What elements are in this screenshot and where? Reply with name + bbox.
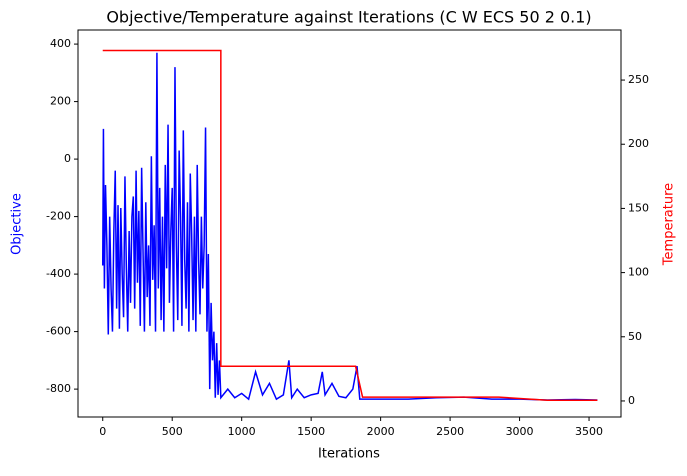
series-line [102,49,598,402]
x-tick-label: 3000 [506,425,534,438]
x-axis-label: Iterations [318,447,380,462]
y-tick-label: 200 [50,95,71,108]
y-tick-label: 0 [64,152,71,165]
y2-tick-label: 100 [628,266,649,279]
x-tick-label: 1500 [297,425,325,438]
y2-tick-label: 250 [628,73,649,86]
x-tick-label: 2500 [436,425,464,438]
chart-title: Objective/Temperature against Iterations… [106,8,591,27]
x-tick-label: 2000 [367,425,395,438]
axes-frame [77,29,622,418]
y-tick-label: -400 [46,267,71,280]
y2-tick-label: 200 [628,137,649,150]
y-axis-label: Objective [10,193,25,255]
y-tick-label: -200 [46,210,71,223]
y-tick-label: 400 [50,37,71,50]
y2-tick-label: 50 [628,330,642,343]
x-tick-label: 0 [99,425,106,438]
x-tick-label: 500 [162,425,183,438]
y2-tick-label: 150 [628,201,649,214]
x-tick-label: 1000 [228,425,256,438]
y2-tick-label: 0 [628,394,635,407]
series-line [101,52,598,401]
x-tick-label: 3500 [575,425,603,438]
y-tick-label: -600 [46,325,71,338]
y-tick-label: -800 [46,382,71,395]
y2-axis-label: Temperature [662,183,677,266]
